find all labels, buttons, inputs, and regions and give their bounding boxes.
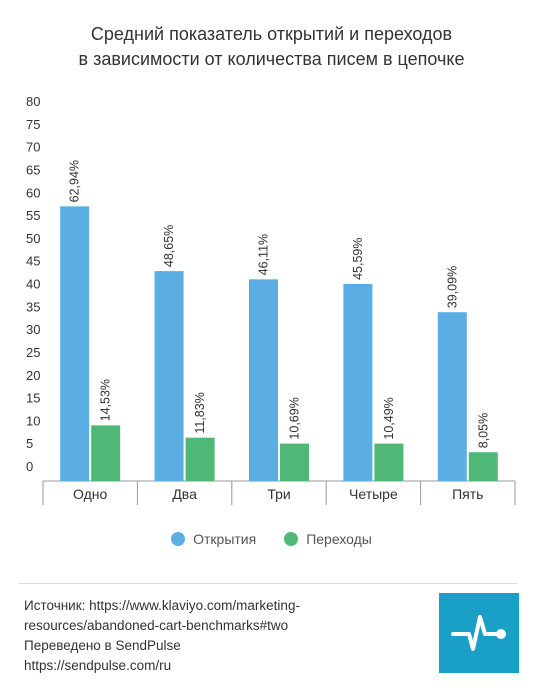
- y-tick-label: 75: [26, 117, 40, 132]
- bar-chart: 0 5 10 15 20 25 30 35 40 45 50 55 60 65 70 75 80 Одно 62,9…: [26, 94, 516, 505]
- source-line-2: resources/abandoned-cart-benchmarks#two: [24, 618, 289, 633]
- footer-divider: [18, 583, 518, 584]
- chart-title-line-2: в зависимости от количества писем в цепо…: [78, 49, 465, 69]
- data-label: 8,05%: [476, 413, 490, 448]
- y-tick-label: 50: [26, 231, 40, 246]
- data-label: 39,09%: [445, 266, 459, 308]
- legend-label-clicks: Переходы: [306, 531, 372, 547]
- data-label: 48,65%: [162, 225, 176, 267]
- data-label: 62,94%: [68, 160, 82, 202]
- source-line-1: Источник: https://www.klaviyo.com/market…: [24, 598, 300, 613]
- source-line-4: https://sendpulse.com/ru: [24, 658, 172, 673]
- bar-clicks: [280, 443, 309, 481]
- y-tick-label: 30: [26, 322, 40, 337]
- sendpulse-pulse-icon: [451, 615, 506, 651]
- y-tick-label: 70: [26, 140, 40, 155]
- bar-opens: [154, 271, 184, 481]
- x-tick-label: Три: [267, 486, 290, 502]
- y-tick-label: 55: [26, 208, 40, 223]
- y-tick-label: 15: [26, 391, 40, 406]
- data-label: 10,49%: [382, 397, 396, 439]
- bar-clicks: [374, 443, 404, 481]
- y-tick-label: 60: [26, 185, 40, 200]
- bar-opens: [60, 206, 90, 481]
- y-tick-label: 40: [26, 277, 40, 292]
- bar-opens: [437, 312, 467, 481]
- data-label: 46,11%: [257, 234, 271, 275]
- legend-item-opens: Открытия: [171, 531, 256, 547]
- data-label: 45,59%: [351, 237, 365, 279]
- y-tick-label: 20: [26, 368, 40, 383]
- sendpulse-logo: [439, 593, 519, 673]
- bar-opens: [343, 283, 373, 481]
- data-label: 10,69%: [288, 397, 302, 439]
- bar-clicks: [468, 452, 498, 481]
- legend-swatch-opens: [171, 532, 186, 546]
- y-tick-label: 10: [26, 413, 40, 428]
- y-tick-label: 0: [26, 459, 33, 474]
- source-note: Источник: https://www.klaviyo.com/market…: [24, 596, 424, 676]
- y-tick-label: 35: [26, 299, 40, 314]
- x-tick-label: Четыре: [349, 486, 398, 502]
- legend-swatch-clicks: [284, 532, 299, 546]
- bar-clicks: [185, 437, 215, 481]
- bar-clicks: [91, 425, 121, 481]
- y-tick-label: 5: [26, 436, 33, 451]
- y-tick-label: 45: [26, 254, 40, 269]
- x-tick-label: Два: [172, 486, 197, 502]
- chart-title-line-1: Средний показатель открытий и переходов: [90, 24, 453, 44]
- legend-item-clicks: Переходы: [284, 531, 372, 547]
- bar-opens: [249, 279, 278, 481]
- x-tick-label: Пять: [452, 486, 483, 502]
- y-tick-label: 65: [26, 162, 40, 177]
- chart-title: Средний показатель открытий и переходов …: [0, 22, 543, 72]
- chart-legend: Открытия Переходы: [0, 531, 543, 547]
- source-line-3: Переведено в SendPulse: [24, 638, 181, 653]
- data-label: 11,83%: [193, 392, 207, 433]
- legend-label-opens: Открытия: [193, 531, 257, 547]
- y-tick-label: 25: [26, 345, 40, 360]
- y-tick-label: 80: [26, 94, 40, 109]
- data-label: 14,53%: [99, 379, 113, 421]
- x-tick-label: Одно: [73, 486, 107, 502]
